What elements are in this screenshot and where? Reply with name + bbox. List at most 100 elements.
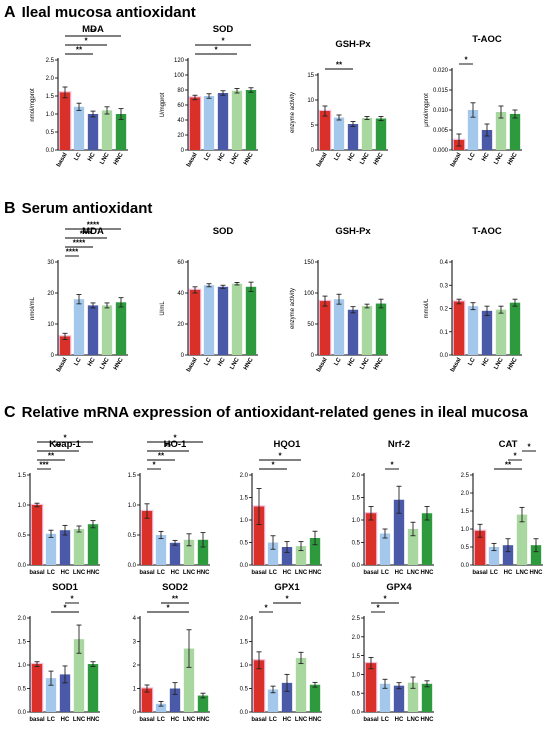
x-tick-label: HNC — [113, 151, 125, 166]
y-tick-label: 1.0 — [128, 503, 137, 509]
y-tick-label: 0.5 — [352, 691, 361, 697]
significance-label: * — [63, 434, 67, 443]
x-tick-label: LC — [381, 570, 390, 576]
chart-panel-sod2-14: SOD2 0 1 2 3 4 basal LC HC LNC HNC *** — [133, 582, 211, 723]
bar-lnc — [361, 118, 373, 150]
section-a-label: Ileal mucosa antioxidant — [21, 4, 196, 21]
chart-title: Nrf-2 — [388, 439, 410, 450]
x-tick-label: LNC — [229, 151, 241, 165]
significance-label: * — [527, 443, 531, 452]
bar-hc — [393, 499, 405, 565]
y-tick-label: 1.5 — [128, 473, 137, 479]
section-a-title: A Ileal mucosa antioxidant — [4, 4, 196, 22]
x-tick-label: HC — [61, 570, 70, 576]
y-tick-label: 2.0 — [352, 473, 361, 479]
bar-hc — [87, 305, 99, 355]
significance-label: ** — [48, 452, 55, 461]
bar-hc — [169, 688, 181, 712]
x-tick-label: HC — [217, 151, 227, 162]
y-tick-label: 30 — [47, 260, 54, 266]
chart-panel-t-aoc-7: T-AOC 0.0 0.1 0.2 0.3 0.4 mmol/L basal LC HC LNC HN… — [424, 226, 522, 373]
bar-basal — [59, 92, 71, 150]
y-tick-label: 1.0 — [46, 112, 55, 118]
x-tick-label: HC — [171, 570, 180, 576]
y-tick-label: 1.5 — [352, 654, 361, 660]
significance-label: **** — [80, 230, 93, 239]
y-tick-label: 60 — [177, 260, 184, 266]
significance-label: ** — [336, 61, 343, 70]
bar-hc — [281, 547, 293, 565]
x-tick-label: LC — [334, 356, 344, 367]
bar-lnc — [73, 639, 85, 712]
x-tick-label: HC — [283, 570, 292, 576]
section-c-title: C Relative mRNA expression of antioxidant… — [4, 404, 528, 422]
y-tick-label: 10 — [47, 322, 54, 328]
bar-basal — [189, 97, 201, 150]
x-tick-label: HNC — [113, 356, 125, 371]
x-tick-label: LNC — [99, 151, 111, 165]
bar-basal — [59, 336, 71, 355]
chart-panel-gpx4-16: GPX4 0.0 0.5 1.0 1.5 2.0 2.5 basal LC HC LNC HNC ** — [352, 582, 435, 723]
y-tick-label: 20 — [177, 322, 184, 328]
bar-hnc — [115, 114, 127, 150]
significance-label: * — [166, 604, 170, 613]
chart-panel-sod1-13: SOD1 0.0 0.5 1.0 1.5 2.0 basal LC HC LNC HNC ** — [18, 582, 101, 723]
y-tick-label: 0.1 — [440, 330, 449, 336]
y-tick-label: 1.0 — [352, 673, 361, 679]
x-tick-label: HC — [61, 717, 70, 723]
y-tick-label: 2.0 — [461, 491, 470, 497]
y-tick-label: 1.5 — [461, 509, 470, 515]
y-tick-label: 40 — [177, 291, 184, 297]
significance-label: *** — [39, 461, 49, 470]
bar-lc — [203, 96, 215, 150]
chart-panel-hqo1-10: HQO1 0.0 0.5 1.0 1.5 2.0 basal LC HC LNC HNC ** — [240, 439, 323, 576]
x-tick-label: basal — [251, 570, 267, 576]
y-tick-label: 80 — [177, 88, 184, 94]
x-tick-label: basal — [316, 152, 329, 169]
bar-lc — [467, 306, 479, 355]
y-tick-label: 0.5 — [18, 687, 27, 693]
x-tick-label: HC — [283, 717, 292, 723]
chart-title: Keap-1 — [49, 439, 81, 450]
x-tick-label: HNC — [421, 570, 435, 576]
significance-label: * — [173, 434, 177, 443]
x-tick-label: HC — [171, 717, 180, 723]
x-tick-label: LNC — [516, 570, 529, 576]
x-tick-label: basal — [56, 152, 69, 169]
bar-basal — [453, 301, 465, 355]
bar-hnc — [87, 524, 99, 565]
significance-label: * — [285, 595, 289, 604]
x-tick-label: HNC — [507, 151, 519, 166]
bar-lc — [73, 106, 85, 150]
y-tick-label: 2.5 — [46, 58, 55, 64]
y-tick-label: 100 — [304, 291, 315, 297]
y-tick-label: 0.015 — [433, 88, 449, 94]
bar-lc — [488, 547, 500, 565]
bar-basal — [365, 513, 377, 565]
bar-hnc — [87, 664, 99, 712]
bar-lc — [379, 683, 391, 712]
x-tick-label: LC — [157, 717, 166, 723]
bar-hc — [481, 310, 493, 355]
chart-panel-gsh-px-6: GSH-Px 0 50 100 150 enzyme activity basal LC HC L… — [290, 226, 388, 373]
bar-lnc — [73, 529, 85, 565]
bar-lc — [155, 535, 167, 565]
section-c-letter: C — [4, 404, 16, 421]
y-tick-label: 0.5 — [352, 541, 361, 547]
chart-title: HQO1 — [274, 439, 302, 450]
y-tick-label: 0.0 — [440, 353, 449, 359]
significance-label: * — [390, 461, 394, 470]
bar-hc — [481, 130, 493, 150]
x-tick-label: LC — [47, 570, 56, 576]
y-tick-label: 1.0 — [240, 518, 249, 524]
y-tick-label: 0.0 — [46, 148, 55, 154]
y-tick-label: 1.0 — [240, 663, 249, 669]
x-tick-label: HNC — [309, 570, 323, 576]
bar-hnc — [509, 302, 521, 355]
y-axis-label: U/mL — [160, 301, 166, 316]
bar-basal — [141, 511, 153, 565]
chart-title: T-AOC — [472, 226, 502, 237]
